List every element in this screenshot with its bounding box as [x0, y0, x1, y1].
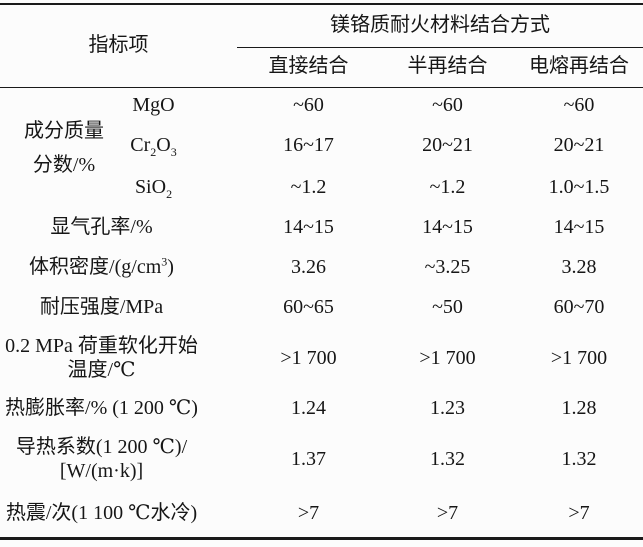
- row-composition-mgo: 成分质量 分数/% MgO ~60 ~60 ~60: [0, 87, 643, 175]
- row-composition-sio2: SiO2 ~1.2 ~1.2 1.0~1.5: [0, 167, 643, 208]
- row-thermal-conductivity: 导热系数(1 200 ℃)/ [W/(m·k)] 1.37 1.32 1.32: [0, 429, 643, 491]
- indicator-column-header: 指标项: [0, 4, 237, 88]
- softening-label-line2: 温度/℃: [67, 358, 136, 381]
- row-thermal-shock: 热震/次(1 100 ℃水冷) >7 >7 >7: [0, 491, 643, 538]
- cell-value-density-semi: ~3.25: [424, 256, 471, 279]
- cell-value-shock-fused: >7: [568, 501, 590, 524]
- cell-value-cr2o3-direct: 16~17: [283, 134, 334, 157]
- cell-value-mgo-semi: ~60: [432, 94, 463, 117]
- row-crushing-strength: 耐压强度/MPa 60~65 ~50 60~70: [0, 288, 643, 328]
- composition-group-label-line1: 成分质量: [24, 119, 104, 142]
- row-label-thermal-expansion: 热膨胀率/% (1 200 ℃): [5, 397, 198, 420]
- row-composition-cr2o3: Cr2O3 16~17 20~21 20~21: [0, 125, 643, 167]
- cell-value-softening-direct: >1 700: [280, 346, 337, 369]
- cell-value-mgo-direct: ~60: [293, 94, 324, 117]
- cell-value-softening-semi: >1 700: [419, 346, 476, 369]
- cell-value-shock-direct: >7: [297, 501, 320, 524]
- cell-value-porosity-fused: 14~15: [553, 216, 605, 239]
- cell-value-conductivity-direct: 1.37: [291, 448, 326, 471]
- bond-type-group-header: 镁铬质耐火材料结合方式: [237, 4, 643, 48]
- row-label-softening-temperature: 0.2 MPa 荷重软化开始 温度/℃: [0, 328, 237, 389]
- cell-value-expansion-direct: 1.24: [291, 397, 326, 420]
- row-thermal-expansion: 热膨胀率/% (1 200 ℃) 1.24 1.23 1.28: [0, 389, 643, 429]
- row-label-thermal-shock: 热震/次(1 100 ℃水冷): [5, 501, 198, 524]
- cell-value-porosity-direct: 14~15: [283, 216, 334, 239]
- column-header-semi-rebonded: 半再结合: [380, 47, 515, 88]
- row-apparent-porosity: 显气孔率/% 14~15 14~15 14~15: [0, 208, 643, 248]
- cell-value-porosity-semi: 14~15: [422, 216, 473, 239]
- composition-group-label: 成分质量 分数/%: [0, 87, 128, 208]
- cell-value-strength-direct: 60~65: [283, 296, 334, 319]
- refractory-properties-table: 指标项 镁铬质耐火材料结合方式 直接结合 半再结合 电熔再结合 成分质量 分数/…: [0, 3, 643, 540]
- cell-value-sio2-semi: ~1.2: [429, 175, 466, 198]
- row-label-crushing-strength: 耐压强度/MPa: [39, 296, 164, 319]
- header-row-group: 指标项 镁铬质耐火材料结合方式: [0, 4, 643, 88]
- header-row-bond-types: 直接结合 半再结合 电熔再结合: [0, 47, 643, 88]
- conductivity-label-line2: [W/(m·k)]: [59, 460, 144, 482]
- row-label-bulk-density: 体积密度/(g/cm3): [29, 254, 174, 279]
- cell-value-shock-semi: >7: [436, 501, 459, 524]
- row-label-apparent-porosity: 显气孔率/%: [50, 216, 153, 239]
- cell-value-cr2o3-fused: 20~21: [553, 134, 605, 157]
- cell-value-conductivity-fused: 1.32: [561, 448, 597, 471]
- cell-value-density-direct: 3.26: [291, 256, 326, 279]
- column-header-direct-bond: 直接结合: [237, 47, 380, 88]
- row-bulk-density: 体积密度/(g/cm3) 3.26 ~3.25 3.28: [0, 248, 643, 288]
- cell-value-strength-semi: ~50: [432, 296, 463, 319]
- cell-value-strength-fused: 60~70: [553, 296, 605, 319]
- cell-value-mgo-fused: ~60: [563, 94, 595, 117]
- cell-value-cr2o3-semi: 20~21: [422, 134, 473, 157]
- row-softening-temperature: 0.2 MPa 荷重软化开始 温度/℃ >1 700 >1 700 >1 700: [0, 328, 643, 389]
- column-header-fused-rebonded: 电熔再结合: [515, 47, 643, 88]
- row-label-thermal-conductivity: 导热系数(1 200 ℃)/ [W/(m·k)]: [0, 429, 237, 491]
- composition-group-label-line2: 分数/%: [32, 153, 96, 176]
- cell-value-sio2-fused: 1.0~1.5: [548, 175, 610, 198]
- cell-value-expansion-semi: 1.23: [430, 397, 465, 420]
- cell-value-softening-fused: >1 700: [550, 346, 608, 369]
- row-label-cr2o3: Cr2O3: [130, 134, 177, 160]
- cell-value-expansion-fused: 1.28: [561, 397, 597, 420]
- cell-value-density-fused: 3.28: [561, 256, 597, 279]
- row-label-sio2: SiO2: [134, 175, 173, 201]
- softening-label-line1: 0.2 MPa 荷重软化开始: [5, 334, 198, 357]
- cell-value-sio2-direct: ~1.2: [290, 175, 327, 198]
- row-label-mgo: MgO: [132, 94, 175, 117]
- conductivity-label-line1: 导热系数(1 200 ℃)/: [15, 436, 188, 459]
- cell-value-conductivity-semi: 1.32: [430, 448, 465, 471]
